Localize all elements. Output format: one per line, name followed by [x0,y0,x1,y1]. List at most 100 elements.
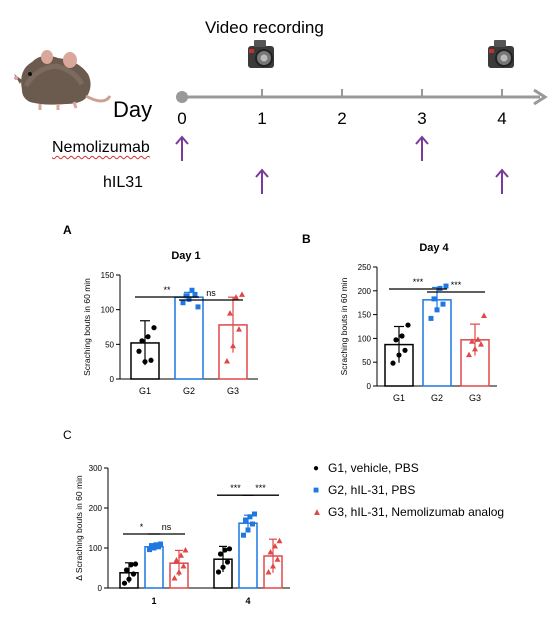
hil31-arrow-icon-head [255,168,269,178]
mouse-icon [14,50,112,110]
point-G3 [270,563,276,569]
point-G2 [147,547,152,553]
nemolizumab-arrow-icon-head [175,135,189,145]
point-G1 [145,334,151,340]
chart-delta: 0 100 200 300 Δ Scraching bouts in 60 min 1 4 *… [74,464,290,606]
camera-top [494,40,506,47]
chart-title: Day 1 [171,250,200,262]
y-tick-label: 200 [358,287,372,296]
point-G2 [247,514,253,520]
timeline-day-2: 2 [337,109,346,128]
point-G1 [128,562,134,568]
point-G1 [142,359,148,365]
point-G1 [148,357,154,363]
point-G2 [183,293,189,299]
point-G3 [176,569,182,575]
point-G3 [267,549,274,555]
legend-label-g1: G1, vehicle, PBS [328,461,419,475]
point-G1 [136,348,142,354]
point-G1 [222,547,228,553]
point-G3 [233,294,239,300]
significance-label: ** [163,285,171,295]
point-G1 [405,322,411,328]
point-G2 [440,301,446,307]
point-G2 [158,541,163,547]
y-axis-label: Scraching bouts in 60 min [339,277,349,375]
point-G3 [182,547,189,553]
timeline-day-4: 4 [497,109,506,128]
camera-top [254,40,266,47]
y-tick-label: 100 [89,544,103,553]
point-G2 [153,542,159,548]
point-G2 [241,532,246,538]
point-G1 [215,569,222,575]
point-G1 [130,571,137,577]
y-axis-label: Scraching bouts in 60 min [82,278,92,376]
legend-item-g3: ▲ G3, hIL-31, Nemolizumab analog [312,505,504,519]
legend-marker-g1: ● [312,462,320,474]
point-G1 [399,333,405,339]
point-G3 [239,291,245,297]
x-tick-label-G3: G3 [227,386,239,396]
point-G1 [123,567,130,573]
legend-label-g2: G2, hIL-31, PBS [328,483,416,497]
point-G3 [265,569,272,575]
point-G1 [139,338,145,344]
point-G1 [396,352,402,358]
timeline-graphic: 0 1 2 3 4 [14,40,548,194]
point-G3 [230,342,236,349]
hil31-arrow-icon-head [495,168,509,178]
nemolizumab-label: Nemolizumab [52,139,150,156]
point-G3 [276,537,283,544]
camera-light [489,49,494,53]
y-tick-label: 0 [367,382,372,391]
timeline-day-1: 1 [257,109,266,128]
camera-lens-glass [260,54,268,62]
video-camera-icon [488,40,514,68]
point-G3 [178,552,184,558]
point-G1 [126,576,132,582]
point-G2 [245,527,251,533]
y-tick-label: 300 [89,464,103,473]
point-G2 [252,511,257,517]
panel-c-letter: C [63,428,72,442]
nemolizumab-arrow-icon-head [415,135,429,145]
point-G2 [434,307,440,313]
point-G2 [428,315,434,321]
legend-marker-g3: ▲ [312,506,322,518]
timeline-start-dot [176,91,188,103]
significance-label: *** [230,483,241,493]
x-tick-label-G1: G1 [139,386,151,396]
point-G3 [475,336,481,342]
x-tick-label-G1: G1 [393,393,405,403]
point-G1 [393,337,399,343]
chart-day1: Day 1 0 50 100 150 Scraching bouts in 60 min G… [82,250,258,396]
camera-lens-glass [500,54,508,62]
x-tick-label-G2: G2 [183,386,195,396]
point-G2 [149,543,154,549]
point-G3 [227,310,233,316]
x-tick-label-1: 1 [151,596,156,606]
y-tick-label: 150 [101,271,115,280]
y-tick-label: 50 [105,340,114,349]
point-G3 [224,357,230,364]
x-tick-label-G3: G3 [469,393,481,403]
y-tick-label: 250 [358,263,372,272]
point-G1 [121,580,128,586]
legend-label-g3: G3, hIL-31, Nemolizumab analog [328,505,505,519]
point-G1 [151,325,157,331]
point-G3 [236,326,242,332]
y-tick-label: 0 [98,584,103,593]
point-G3 [180,563,187,569]
panel-a-letter: A [63,223,72,237]
point-G1 [226,546,233,552]
bar-G2 [174,296,204,380]
point-G1 [224,559,231,565]
point-G3 [274,556,281,562]
y-axis-label: Δ Scraching bouts in 60 min [74,475,84,581]
y-tick-label: 100 [101,306,115,315]
point-G2 [180,300,186,306]
point-G2 [431,296,437,302]
point-G2 [189,287,195,293]
point-G1 [402,347,408,353]
